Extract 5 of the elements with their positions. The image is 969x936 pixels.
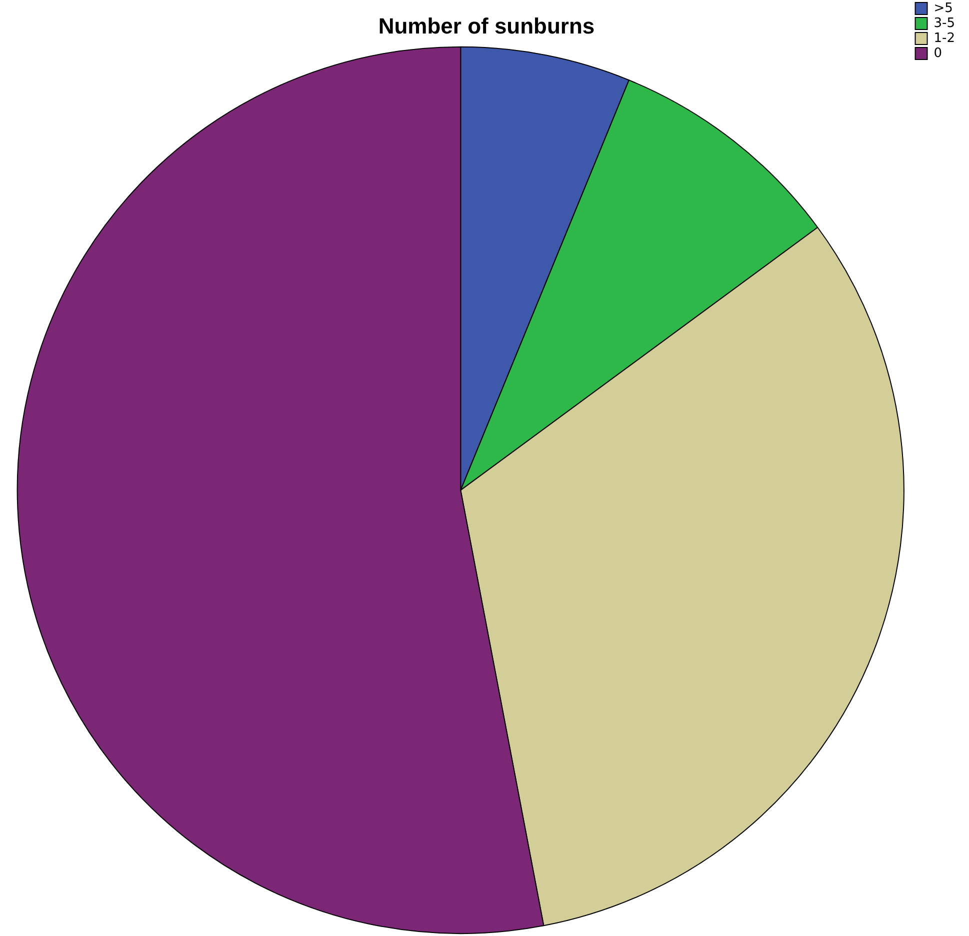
legend-label: >5 [934,0,953,16]
legend-label: 3-5 [934,16,955,31]
text: Number of sunburns [378,13,595,38]
legend-label: 1-2 [934,30,955,46]
legend-label: 0 [934,46,942,61]
